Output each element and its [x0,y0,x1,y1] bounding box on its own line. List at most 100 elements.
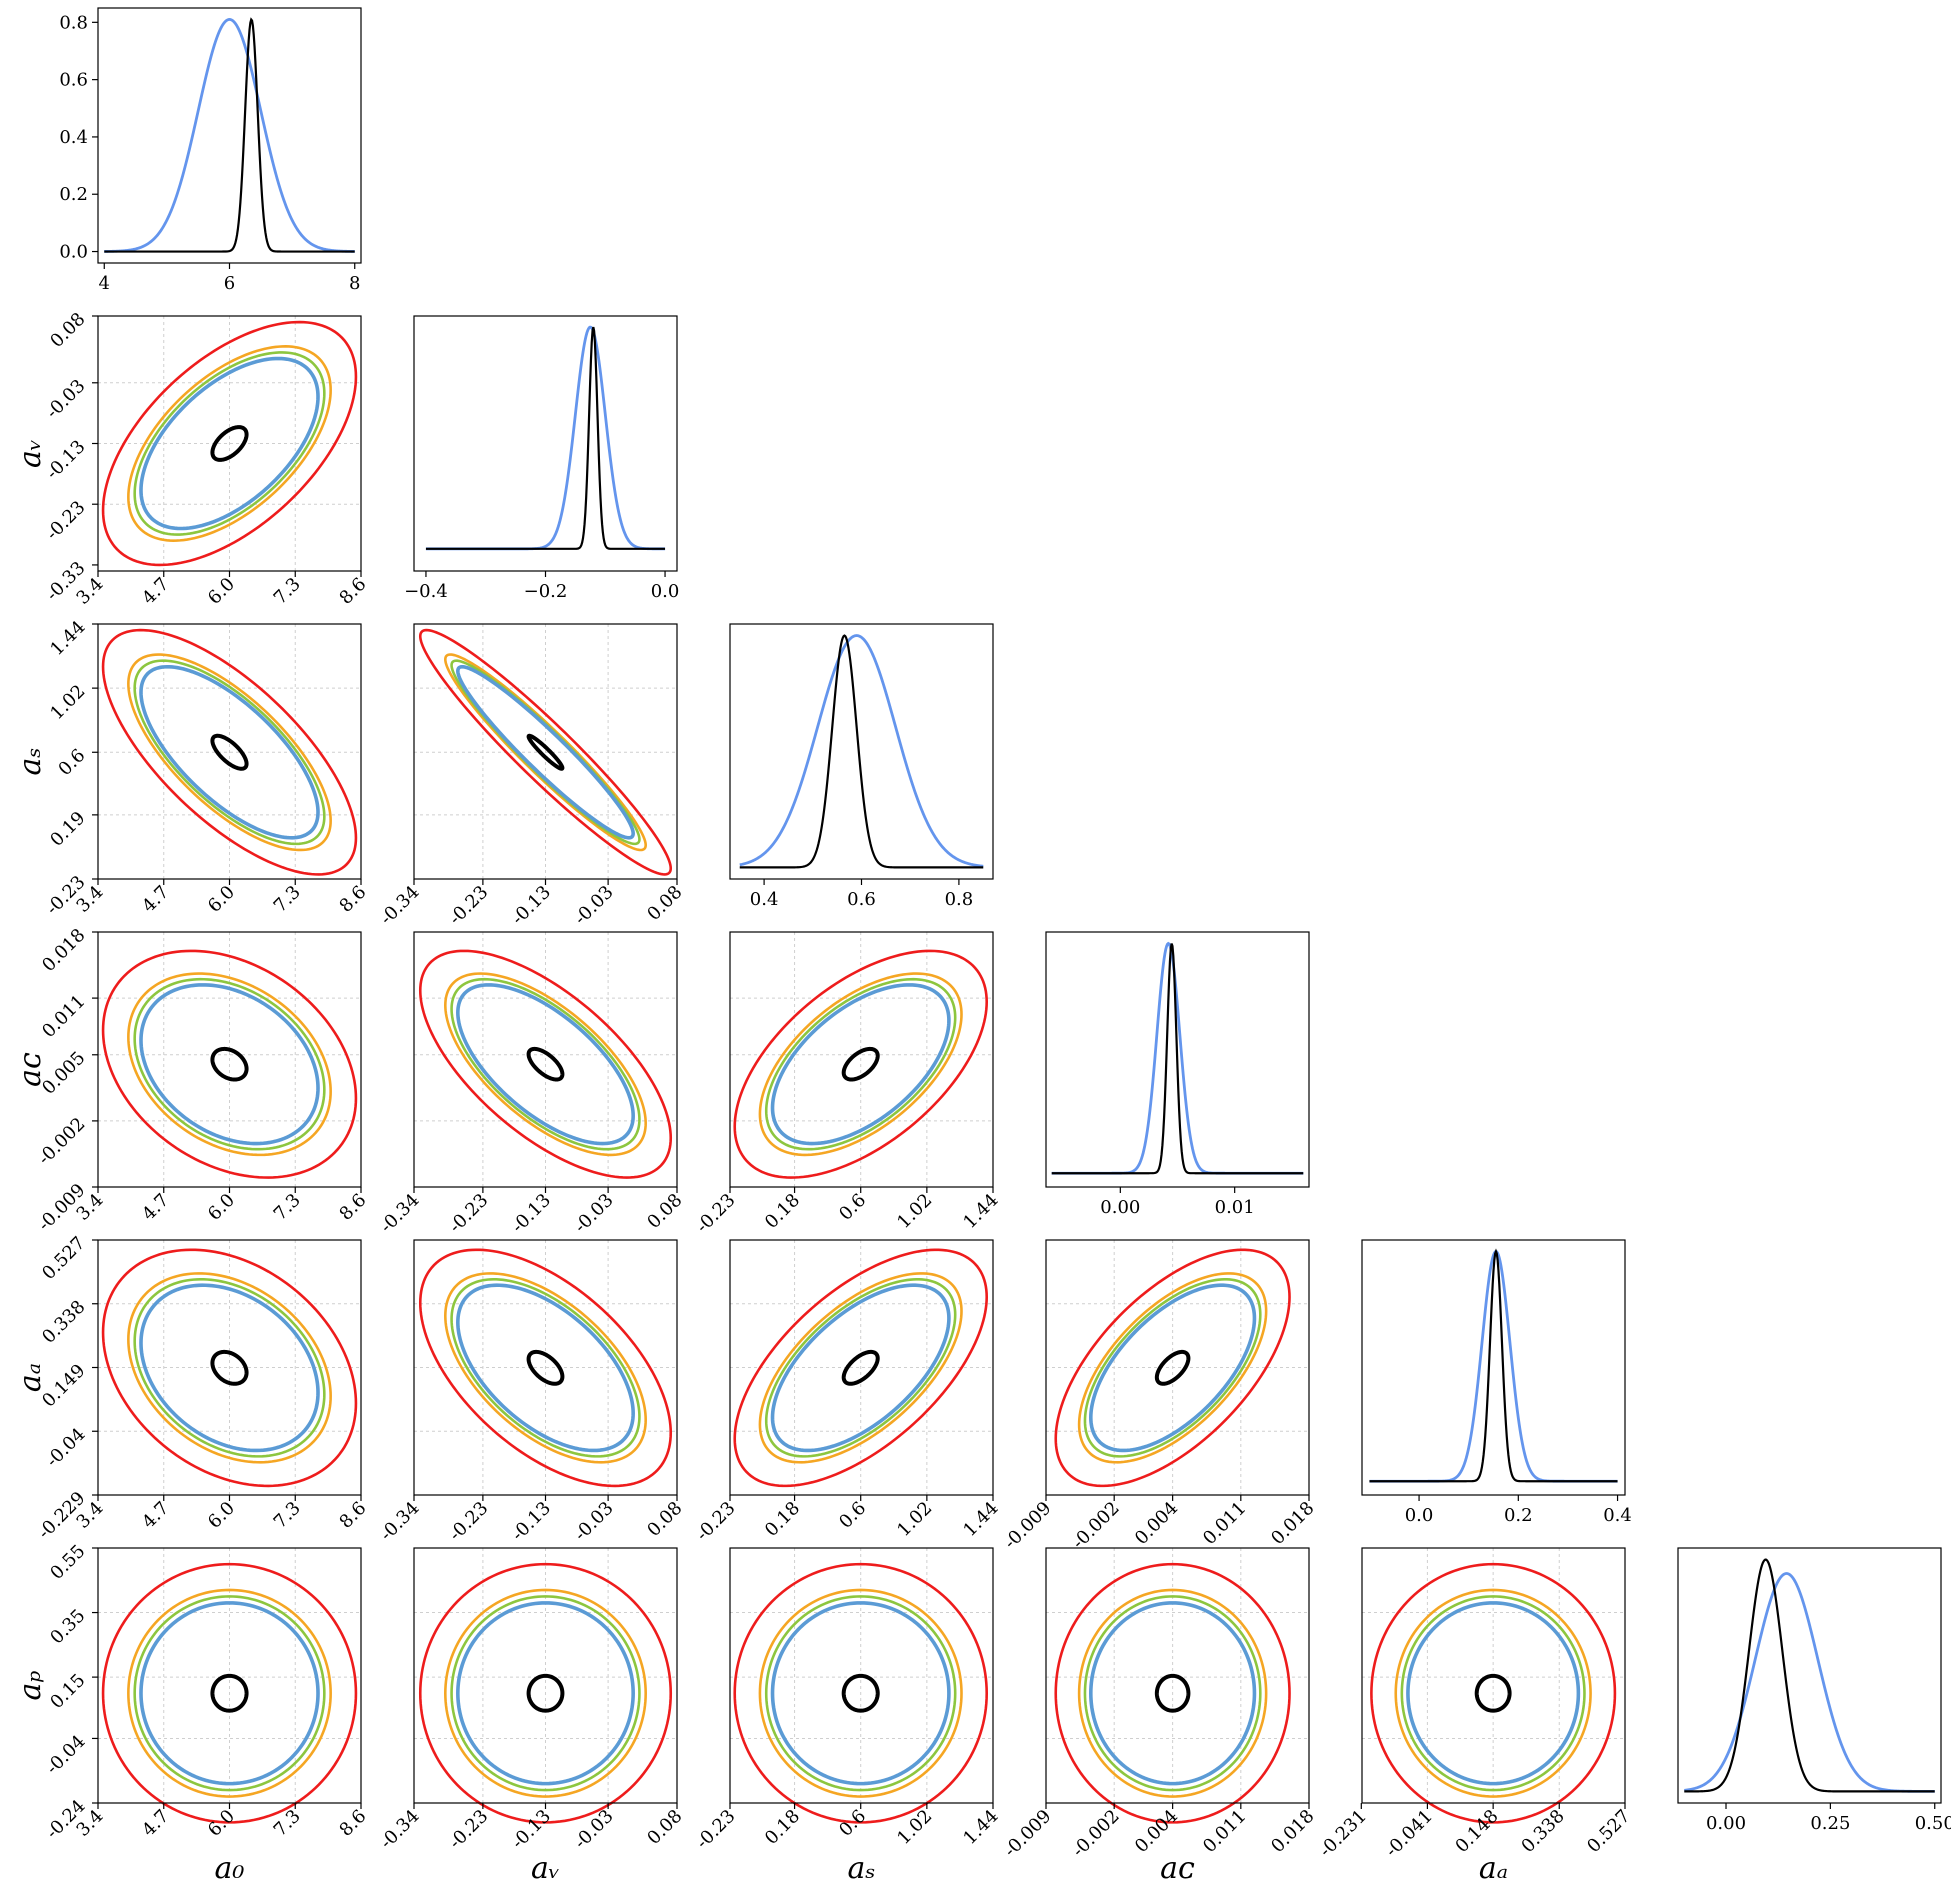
x-tick-label: 0.2 [1504,1505,1533,1526]
x-tick-label: 0.004 [1131,1498,1182,1549]
contour-contour_outer [1054,1248,1291,1488]
y-tick-label: 0.08 [46,309,89,352]
panel-aV-aV: −0.4 −0.2 0.0 [404,315,680,602]
y-tick-label: 0.2 [59,184,88,205]
panel-aA-aV: -0.34 -0.23 -0.13 -0.03 0.08 [376,1239,687,1545]
x-tick-label: 6.0 [204,1498,239,1533]
y-tick-label: 0.527 [38,1233,89,1284]
contour-contour_inner [841,1046,880,1082]
y-tick-label: 0.338 [38,1296,89,1347]
contour-contour_outer [418,1248,673,1488]
x-tick-label: 0.011 [1199,1498,1250,1549]
contour-contour_2 [444,972,647,1157]
x-tick-label: 7.3 [270,1806,305,1841]
x-tick-label: 0.00 [1706,1813,1746,1834]
panel-aP-aA: -0.231 -0.041 0.148 0.338 0.527 [1315,1547,1635,1861]
panel-aP-aS: -0.23 0.18 0.6 1.02 1.44 [692,1547,1003,1853]
panel-aS-aS: 0.4 0.6 0.8 [729,623,994,910]
x-tick-label: -0.002 [1068,1806,1124,1862]
x-tick-label: 0.8 [945,889,974,910]
contour-contour_inner [526,1046,565,1082]
x-tick-label: -0.34 [376,1498,423,1545]
y-tick-label: -0.04 [42,1424,89,1471]
x-tick-label: -0.23 [445,1190,492,1237]
y-axis-label: aₚ [13,1671,48,1701]
contour-contour_3 [1083,1278,1262,1458]
x-tick-label: 8.6 [335,574,370,609]
contour-contour_inner [210,1046,249,1082]
y-tick-label: -0.23 [42,497,89,544]
x-tick-label: 0.18 [761,1190,804,1233]
contour-contour_inner [526,1349,565,1386]
contour-contour_3 [133,351,326,536]
x-tick-label: 4.7 [138,1498,173,1533]
y-tick-label: 0.19 [46,808,89,851]
x-tick-label: 6.0 [204,574,239,609]
y-tick-label: 0.8 [59,12,88,33]
x-tick-label: 0.004 [1131,1806,1182,1857]
contour-contour_4 [139,664,320,840]
panel-aA-aA: 0.0 0.2 0.4 [1361,1239,1632,1526]
x-tick-label: 6 [224,273,235,294]
contour-contour_inner [841,1349,880,1386]
marginal-narrow-curve [739,634,984,869]
x-tick-label: 0.4 [1603,1505,1632,1526]
x-tick-label: 8.6 [335,1806,370,1841]
x-tick-label: 4.7 [138,882,173,917]
contour-contour_outer [101,320,358,567]
x-tick-label: -0.002 [1068,1498,1124,1554]
x-tick-label: 0.18 [761,1806,804,1849]
panel-a0-a0: 4 6 8 0.0 0.2 0.4 0.6 0.8 [59,7,362,294]
contour-contour_inner [1474,1673,1512,1713]
y-axis-label: aₐ [13,1363,48,1392]
contour-contour_4 [456,1601,635,1786]
x-tick-label: 8.6 [335,1498,370,1533]
marginal-narrow-curve [1369,1248,1618,1483]
contour-contour_inner [210,425,249,462]
x-tick-label: 8 [349,273,360,294]
x-tick-label: 1.44 [959,1806,1002,1849]
y-tick-label: -0.13 [42,436,89,483]
x-tick-label: 4 [99,273,110,294]
contour-contour_4 [456,983,635,1146]
contour-contour_2 [758,1272,963,1464]
contour-contour_outer [733,1562,989,1824]
x-tick-label: 0.6 [835,1498,870,1533]
x-tick-label: -0.23 [445,1806,492,1853]
x-tick-label: -0.34 [376,1190,423,1237]
contour-contour_3 [133,1277,326,1458]
panel-aP-aC: -0.009 -0.002 0.004 0.011 0.018 [1000,1547,1319,1862]
panel-aV-a0: 3.4 4.7 6.0 7.3 8.6-0.33-0.23-0.13-0.030.08a… [13,309,371,609]
contour-contour_2 [444,1588,647,1798]
x-tick-label: 6.0 [204,1806,239,1841]
panel-aP-aP: 0.00 0.25 0.50 [1677,1547,1951,1834]
contour-contour_2 [1077,1588,1268,1798]
contour-contour_4 [139,983,320,1146]
panel-frame [413,315,678,572]
contour-contour_2 [127,1588,332,1798]
x-tick-label: -0.009 [1000,1806,1056,1862]
contour-contour_inner [841,1673,880,1713]
x-tick-label: 0.0 [651,581,680,602]
panel-frame [1361,1239,1626,1496]
x-tick-label: -0.13 [508,1806,555,1853]
x-tick-label: 7.3 [270,1498,305,1533]
contour-contour_inner [526,1673,565,1713]
contour-contour_outer [101,1562,358,1824]
x-tick-label: 0.08 [643,1190,686,1233]
x-tick-label: 0.08 [643,1806,686,1849]
panel-aA-aS: -0.23 0.18 0.6 1.02 1.44 [692,1239,1003,1545]
panel-aS-aV: -0.34 -0.23 -0.13 -0.03 0.08 [376,623,687,929]
contour-contour_2 [758,1588,963,1798]
x-tick-label: -0.23 [692,1190,739,1237]
contour-contour_2 [127,972,332,1157]
x-tick-label: 8.6 [335,882,370,917]
y-tick-label: 0.35 [46,1605,89,1648]
x-axis-label: aₛ [848,1851,876,1886]
contour-contour_outer [101,949,358,1179]
x-axis-label: aᵥ [531,1851,560,1886]
panel-frame [729,931,994,1188]
contour-contour_inner [1154,1349,1191,1386]
